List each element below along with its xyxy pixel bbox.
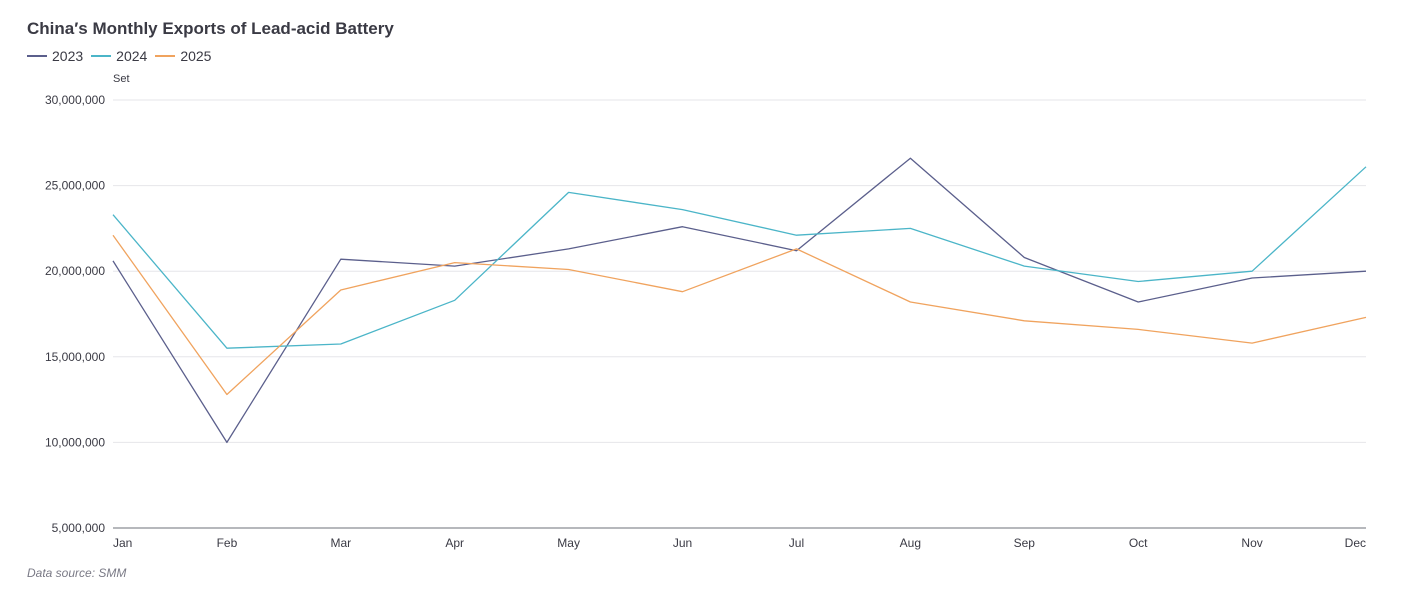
x-tick-label: Jan (113, 536, 132, 550)
y-tick-label: 30,000,000 (45, 93, 105, 107)
x-tick-label: Jul (789, 536, 804, 550)
legend-item-2023[interactable]: 2023 (27, 48, 83, 64)
series-line-2023 (112, 157, 1367, 444)
data-source-note: Data source: SMM (27, 566, 127, 580)
y-tick-label: 15,000,000 (45, 350, 105, 364)
legend-swatch-2023 (27, 55, 47, 57)
y-tick-label: 20,000,000 (45, 264, 105, 278)
x-tick-label: Sep (1014, 536, 1036, 550)
x-tick-label: Feb (217, 536, 238, 550)
legend-swatch-2025 (155, 55, 176, 57)
legend-label-2025: 2025 (180, 48, 212, 64)
y-axis-unit-label: Set (113, 73, 130, 85)
x-tick-label: May (557, 536, 580, 550)
x-tick-label: Oct (1129, 536, 1148, 550)
y-tick-label: 25,000,000 (45, 179, 105, 193)
y-tick-label: 10,000,000 (45, 435, 105, 449)
series-line-2025 (112, 234, 1367, 396)
x-tick-label: Aug (900, 536, 921, 550)
chart-title: China′s Monthly Exports of Lead-acid Bat… (27, 19, 394, 38)
legend-label-2023: 2023 (52, 48, 84, 64)
series-line-2024 (112, 166, 1367, 349)
x-tick-label: Jun (673, 536, 692, 550)
legend-swatch-2024 (91, 55, 112, 57)
x-tick-label: Dec (1345, 536, 1366, 550)
legend-label-2024: 2024 (116, 48, 148, 64)
x-tick-label: Apr (445, 536, 464, 550)
x-tick-label: Mar (330, 536, 351, 550)
y-tick-label: 5,000,000 (52, 521, 106, 535)
legend-item-2024[interactable]: 2024 (91, 48, 147, 64)
chart-legend: 2023 2024 2025 (27, 48, 219, 64)
legend-item-2025[interactable]: 2025 (155, 48, 211, 64)
x-tick-label: Nov (1241, 536, 1262, 550)
